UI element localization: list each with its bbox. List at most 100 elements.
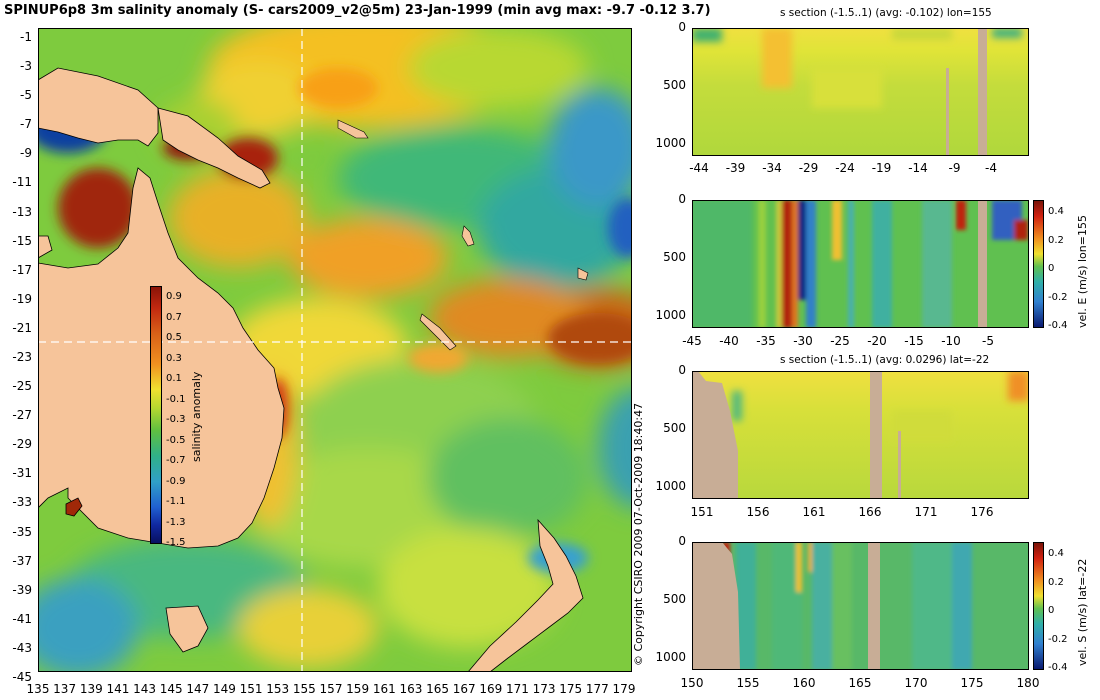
map-y-tick-20: -41 <box>12 611 32 626</box>
new-zealand <box>467 518 584 672</box>
salinity-cb-tick-11: -1.3 <box>166 516 186 528</box>
vels-cb-tick-4: -0.4 <box>1048 662 1068 673</box>
panel2-x-tick-6: -15 <box>904 334 924 348</box>
map-x-tick-18: 171 <box>506 682 529 696</box>
map-y-tick-7: -15 <box>12 233 32 248</box>
figure-title: SPINUP6p8 3m salinity anomaly (S- cars20… <box>4 3 711 18</box>
panel1-x-tick-7: -9 <box>948 161 961 175</box>
panel1-x-tick-5: -19 <box>871 161 892 175</box>
new-guinea-east <box>157 107 271 189</box>
panel1-x-tick-2: -34 <box>762 161 782 175</box>
vels-colorbar <box>1033 542 1044 670</box>
panel4-x-tick-5: 175 <box>960 676 984 690</box>
map-y-tick-4: -9 <box>20 146 32 161</box>
map-x-tick-3: 141 <box>106 682 130 696</box>
salinity-cb-tick-3: 0.3 <box>166 352 182 364</box>
panel4-vels-section <box>692 542 1029 670</box>
map-y-tick-6: -13 <box>12 204 32 219</box>
map-x-tick-19: 173 <box>532 682 556 696</box>
vele-cb-tick-2: 0 <box>1048 263 1055 274</box>
panel4-x-tick-2: 160 <box>792 676 816 690</box>
salinity-cb-tick-8: -0.7 <box>166 455 186 466</box>
panel2-vele-section <box>692 200 1029 328</box>
map-x-tick-1: 137 <box>53 682 77 696</box>
map-y-tick-15: -31 <box>12 466 32 481</box>
map-x-tick-20: 175 <box>559 682 583 696</box>
map-y-tick-11: -23 <box>12 350 32 364</box>
salinity-cb-tick-4: 0.1 <box>166 373 182 384</box>
vele-cb-tick-3: -0.2 <box>1048 291 1068 303</box>
map-x-tick-21: 177 <box>585 682 609 696</box>
solomon-islands <box>337 119 369 139</box>
salinity-cb-tick-9: -0.9 <box>166 475 186 487</box>
panel4-x-tick-4: 170 <box>904 676 928 690</box>
salinity-map <box>38 28 632 672</box>
map-x-tick-10: 155 <box>292 682 316 696</box>
vels-cb-tick-3: -0.2 <box>1048 633 1068 645</box>
map-y-tick-12: -25 <box>12 379 32 394</box>
panel3-x-tick-0: 151 <box>690 505 714 519</box>
panel2-x-tick-7: -10 <box>941 334 961 348</box>
map-x-tick-6: 147 <box>186 682 210 696</box>
map-x-tick-12: 159 <box>346 682 370 696</box>
fiji <box>577 267 589 281</box>
vele-colorbar <box>1033 200 1044 328</box>
panel3-title: s section (-1.5..1) (avg: 0.0296) lat=-2… <box>780 354 990 366</box>
map-y-tick-5: -11 <box>12 175 32 190</box>
panel1-x-tick-0: -44 <box>689 161 709 175</box>
new-caledonia <box>419 313 457 351</box>
panel2-y-tick-2: 1000 <box>655 308 686 322</box>
map-x-tick-14: 163 <box>399 682 423 696</box>
spencer-gulf <box>65 497 83 517</box>
panel2-x-tick-1: -40 <box>719 334 739 348</box>
map-y-tick-13: -27 <box>12 408 32 423</box>
map-y-tick-2: -5 <box>20 88 32 103</box>
panel2-x-tick-4: -25 <box>830 334 850 348</box>
panel3-x-tick-5: 176 <box>970 505 994 519</box>
panel1-x-tick-6: -14 <box>908 161 928 175</box>
panel1-x-tick-4: -24 <box>835 161 855 175</box>
map-x-tick-22: 179 <box>612 682 636 696</box>
salinity-cb-tick-0: 0.9 <box>166 291 182 302</box>
panel3-y-tick-1: 500 <box>663 421 686 435</box>
map-y-tick-9: -19 <box>12 291 32 306</box>
panel4-y-tick-1: 500 <box>663 592 686 606</box>
panel2-x-tick-5: -20 <box>867 334 887 348</box>
map-x-tick-8: 151 <box>239 682 263 696</box>
panel1-y-tick-0: 0 <box>678 20 686 34</box>
panel3-y-tick-0: 0 <box>678 363 686 377</box>
panel2-x-tick-8: -5 <box>982 334 994 348</box>
panel3-x-tick-2: 161 <box>802 505 826 519</box>
panel4-x-tick-1: 155 <box>736 676 760 690</box>
salinity-cb-tick-12: -1.5 <box>166 537 186 548</box>
panel4-x-tick-6: 180 <box>1016 676 1040 690</box>
panel2-x-tick-2: -35 <box>756 334 776 348</box>
panel3-x-tick-4: 171 <box>914 505 938 519</box>
map-x-tick-4: 143 <box>133 682 156 696</box>
vele-cb-tick-0: 0.4 <box>1048 206 1064 217</box>
panel1-x-tick-8: -4 <box>985 161 997 175</box>
panel4-x-tick-0: 150 <box>680 676 704 690</box>
map-y-tick-19: -39 <box>12 582 32 597</box>
panel4-x-tick-3: 165 <box>848 676 872 690</box>
panel2-x-tick-3: -30 <box>793 334 813 348</box>
map-x-tick-0: 135 <box>26 682 50 696</box>
map-y-tick-17: -35 <box>12 524 32 539</box>
new-guinea-west <box>38 67 159 147</box>
panel1-salinity-lon-section <box>692 28 1029 156</box>
map-x-tick-9: 153 <box>266 682 290 696</box>
vele-cb-tick-1: 0.2 <box>1048 234 1064 246</box>
vels-cb-tick-2: 0 <box>1048 605 1055 616</box>
panel3-y-tick-2: 1000 <box>655 479 686 493</box>
map-y-tick-10: -21 <box>12 320 32 335</box>
panel3-salinity-lat-section <box>692 371 1029 499</box>
panel3-x-tick-3: 166 <box>858 505 882 519</box>
copyright-text: © Copyright CSIRO 2009 07-Oct-2009 18:40… <box>632 402 645 666</box>
panel4-y-tick-0: 0 <box>678 534 686 548</box>
salinity-colorbar <box>150 286 162 544</box>
vels-colorbar-label: vel. S (m/s) lat=-22 <box>1076 558 1089 666</box>
map-x-tick-13: 161 <box>372 682 396 696</box>
map-y-tick-8: -17 <box>12 262 32 277</box>
panel2-x-tick-0: -45 <box>682 334 702 348</box>
map-x-tick-5: 145 <box>159 682 183 696</box>
